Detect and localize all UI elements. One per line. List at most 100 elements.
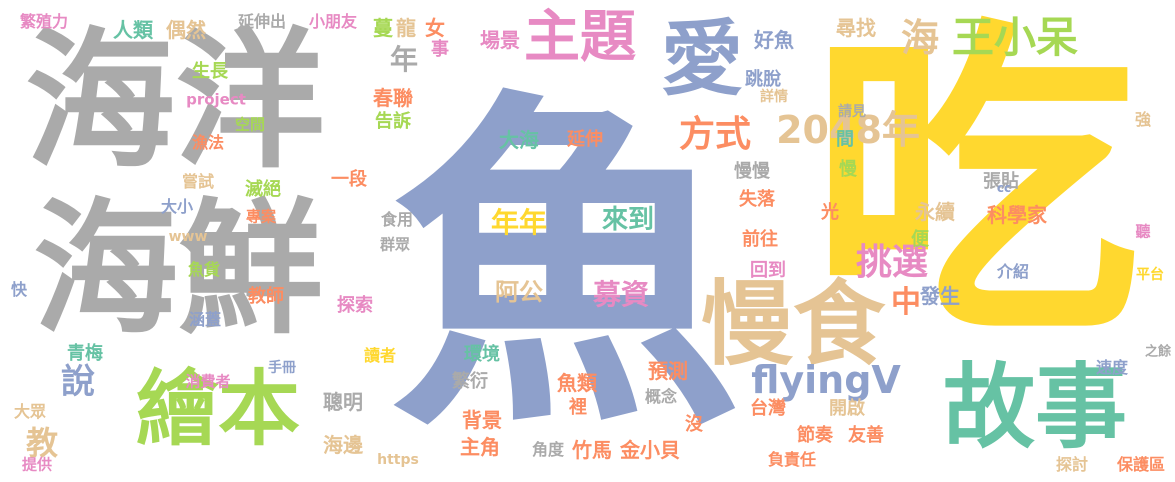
word-54: 手冊 [268, 360, 296, 376]
word-93: 負責任 [767, 450, 817, 469]
word-74: 金小貝 [620, 438, 680, 462]
word-106: 保護區 [1116, 455, 1166, 474]
word-92: 友善 [848, 425, 884, 446]
word-14: flyingV [751, 358, 901, 402]
word-65: 繁衍 [452, 371, 488, 392]
word-69: 預測 [648, 359, 688, 383]
word-40: 一段 [331, 169, 367, 190]
word-25: 延伸 [567, 129, 603, 150]
word-46: 魚貨 [187, 260, 221, 279]
word-63: 事 [431, 39, 449, 60]
word-77: 尋找 [836, 16, 876, 40]
word-100: cc [996, 181, 1012, 195]
word-50: 探索 [337, 295, 373, 316]
word-23: 阿公 [495, 278, 543, 306]
word-43: www [168, 229, 208, 245]
word-18: 說 [61, 362, 95, 402]
word-16: 年 [389, 43, 419, 76]
word-105: 探討 [1055, 455, 1089, 474]
word-55: 大眾 [13, 402, 47, 421]
word-28: 告訴 [375, 111, 411, 132]
word-44: 食用 [380, 210, 414, 229]
word-51: 青梅 [67, 343, 103, 364]
word-79: 詳情 [760, 89, 788, 105]
word-19: 中 [891, 285, 921, 320]
word-81: 間 [836, 129, 854, 150]
word-97: 張貼 [983, 171, 1019, 192]
word-61: 龍 [396, 16, 416, 40]
word-36: 空間 [234, 115, 266, 134]
word-88: 便 [911, 229, 929, 250]
word-33: 繁殖力 [19, 12, 69, 31]
word-39: 滅絕 [245, 179, 281, 200]
word-73: 竹馬 [572, 438, 612, 462]
word-17: 教 [25, 424, 59, 462]
word-87: 永續 [915, 200, 955, 224]
word-31: 延伸出 [237, 12, 287, 31]
word-95: 介紹 [996, 262, 1030, 281]
word-45: 群眾 [379, 235, 411, 254]
word-64: 環境 [464, 344, 500, 365]
word-78: 跳脫 [745, 69, 781, 90]
word-26: 場景 [480, 28, 520, 52]
word-66: 背景 [462, 408, 502, 432]
word-8: 愛 [660, 12, 744, 107]
word-89: 台灣 [750, 398, 786, 419]
word-49: 教師 [248, 286, 284, 307]
word-56: 提供 [21, 455, 53, 474]
word-2: 吃 [810, 0, 1140, 377]
word-71: 概念 [644, 387, 678, 406]
word-91: 節奏 [797, 425, 833, 446]
word-27: 春聯 [373, 86, 413, 110]
word-76: 好魚 [754, 28, 794, 52]
word-6: 繪本 [135, 362, 301, 457]
word-90: 開啟 [829, 398, 865, 419]
word-70: 裡 [569, 397, 587, 418]
word-59: https [377, 452, 419, 468]
word-7: 主題 [524, 5, 636, 70]
word-96: 科學家 [987, 203, 1047, 227]
word-53: 消費者 [185, 372, 231, 391]
word-52: 讀者 [363, 346, 397, 365]
word-62: 女 [425, 16, 445, 40]
word-10: 王小呆 [951, 13, 1079, 62]
word-37: 漁法 [191, 133, 225, 152]
word-57: 聰明 [323, 390, 363, 414]
word-83: 失落 [739, 189, 775, 210]
word-68: 魚類 [557, 371, 597, 395]
word-72: 角度 [531, 440, 565, 459]
word-101: 聽 [1135, 222, 1151, 241]
word-84: 光 [821, 202, 839, 223]
word-75: 沒 [685, 414, 703, 435]
word-1: 魚 [390, 64, 740, 472]
word-24: 大海 [499, 128, 539, 152]
word-11: 2048年 [776, 108, 920, 152]
word-67: 主角 [460, 435, 500, 459]
word-22: 募資 [592, 278, 650, 311]
word-58: 海邊 [323, 433, 363, 457]
word-42: 專案 [245, 207, 277, 226]
word-60: 蔓 [373, 16, 393, 40]
word-12: 方式 [678, 114, 752, 155]
word-103: 速度 [1095, 358, 1129, 377]
word-3: 海洋 [24, 15, 326, 189]
word-9: 慢食 [700, 271, 886, 378]
word-32: 小朋友 [308, 12, 358, 31]
word-15: 海 [900, 16, 940, 60]
word-86: 回到 [750, 260, 786, 281]
word-48: 涵蓋 [188, 310, 222, 329]
word-35: project [186, 90, 246, 109]
word-94: 發生 [920, 284, 960, 308]
word-47: 快 [10, 280, 28, 299]
word-30: 偶然 [166, 18, 206, 42]
word-13: 挑選 [855, 242, 929, 283]
word-102: 平台 [1136, 267, 1164, 283]
word-4: 海鮮 [33, 185, 323, 355]
word-80: 慢慢 [734, 161, 770, 182]
word-82: 慢 [839, 159, 857, 180]
word-38: 嘗試 [181, 172, 215, 191]
word-20: 年年 [490, 206, 548, 239]
word-85: 前往 [742, 229, 778, 250]
word-5: 故事 [942, 354, 1128, 461]
